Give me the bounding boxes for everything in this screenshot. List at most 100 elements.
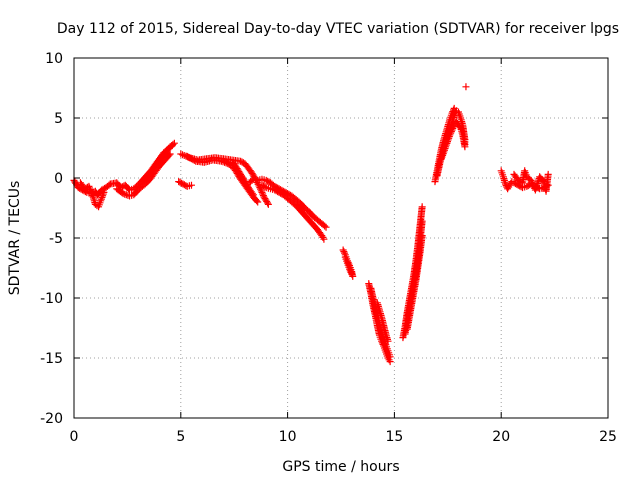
data-point — [462, 83, 470, 91]
y-axis-ticks: -20 -15 -10 -5 0 5 10 — [40, 51, 608, 427]
data-point — [418, 217, 426, 225]
data-point-fill — [253, 197, 261, 205]
data-point — [384, 337, 392, 345]
y-tick-label: 5 — [54, 111, 63, 127]
data-point-fill — [445, 134, 453, 142]
data-point-fill — [180, 151, 188, 159]
series-trace-p — [373, 299, 392, 345]
data-point-fill — [190, 156, 198, 164]
data-point-fill — [340, 248, 348, 256]
data-point — [527, 176, 535, 184]
data-point-fill — [447, 129, 455, 137]
data-point-fill — [264, 199, 272, 207]
data-point-fill — [444, 136, 452, 144]
data-point-fill — [259, 190, 267, 198]
data-point-fill — [98, 193, 106, 201]
y-tick-label: 10 — [45, 51, 63, 67]
data-point-fill — [443, 138, 451, 146]
data-point — [249, 191, 257, 199]
data-point-fill — [179, 151, 187, 159]
y-axis-label: SDTVAR / TECUs — [7, 181, 23, 296]
data-point-fill — [341, 249, 349, 257]
data-point-fill — [442, 141, 450, 149]
data-point — [264, 200, 272, 208]
data-point-fill — [447, 128, 455, 136]
data-point — [446, 131, 454, 139]
data-point-fill — [445, 133, 453, 141]
y-tick-label: -10 — [40, 291, 63, 307]
series-trace-k — [258, 181, 328, 243]
data-point-fill — [105, 181, 113, 189]
data-point — [339, 246, 347, 254]
data-point-fill — [441, 145, 449, 153]
data-point-fill — [347, 268, 355, 276]
chart-title: Day 112 of 2015, Sidereal Day-to-day VTE… — [57, 21, 619, 37]
series-trace-z — [510, 167, 552, 195]
data-points — [70, 83, 552, 366]
series-trace-e — [140, 139, 178, 184]
data-point-fill — [87, 189, 95, 197]
data-point — [100, 188, 108, 196]
data-point-fill — [528, 178, 536, 186]
series-trace-m — [341, 253, 356, 278]
data-point-fill — [165, 151, 173, 159]
data-point-fill — [89, 192, 97, 200]
x-tick-label: 5 — [176, 429, 185, 445]
data-point — [442, 143, 450, 151]
data-point — [322, 223, 330, 231]
data-point — [437, 155, 445, 163]
data-point — [320, 235, 328, 243]
data-point-fill — [440, 148, 448, 156]
data-point-fill — [88, 190, 96, 198]
data-point-fill — [346, 267, 354, 275]
data-point-fill — [86, 184, 94, 192]
y-tick-label: -20 — [40, 411, 63, 427]
data-point-fill — [248, 189, 256, 197]
x-axis-ticks: 0 5 10 15 20 25 — [70, 58, 617, 445]
x-tick-label: 20 — [492, 429, 510, 445]
data-point-fill — [87, 187, 95, 195]
y-tick-label: -5 — [49, 231, 63, 247]
data-point-fill — [169, 140, 177, 148]
series-trace-w — [454, 83, 470, 148]
data-point — [254, 198, 262, 206]
data-point — [386, 353, 394, 361]
series-trace-f — [175, 178, 195, 190]
x-tick-label: 0 — [70, 429, 79, 445]
y-tick-label: 0 — [54, 171, 63, 187]
series-trace-i — [228, 158, 257, 199]
data-point-fill — [443, 139, 451, 147]
data-point-fill — [439, 150, 447, 158]
data-point-fill — [97, 195, 105, 203]
data-point-fill — [258, 188, 266, 196]
data-point-fill — [261, 183, 269, 191]
data-point-fill — [99, 192, 107, 200]
data-point — [418, 203, 426, 211]
x-tick-label: 15 — [385, 429, 403, 445]
series-trace-h — [183, 152, 262, 206]
data-point — [461, 140, 469, 148]
series-trace-o — [367, 284, 394, 361]
series-trace-x — [497, 167, 516, 193]
series-trace-s — [403, 232, 426, 333]
data-point — [170, 139, 178, 147]
data-point — [348, 270, 356, 278]
series-trace-b — [76, 179, 108, 211]
data-point-fill — [86, 185, 94, 193]
x-tick-label: 25 — [599, 429, 617, 445]
data-point — [85, 182, 93, 190]
data-point-fill — [99, 190, 107, 198]
data-point-fill — [448, 126, 456, 134]
data-point — [187, 181, 195, 189]
data-point-fill — [321, 222, 329, 230]
data-point-fill — [259, 192, 267, 200]
y-tick-label: -15 — [40, 351, 63, 367]
data-point-fill — [440, 146, 448, 154]
x-axis-label: GPS time / hours — [282, 459, 399, 475]
data-point-fill — [438, 153, 446, 161]
data-point — [97, 197, 105, 205]
data-point — [544, 170, 552, 178]
data-point — [418, 232, 426, 240]
grid-lines — [74, 58, 608, 418]
